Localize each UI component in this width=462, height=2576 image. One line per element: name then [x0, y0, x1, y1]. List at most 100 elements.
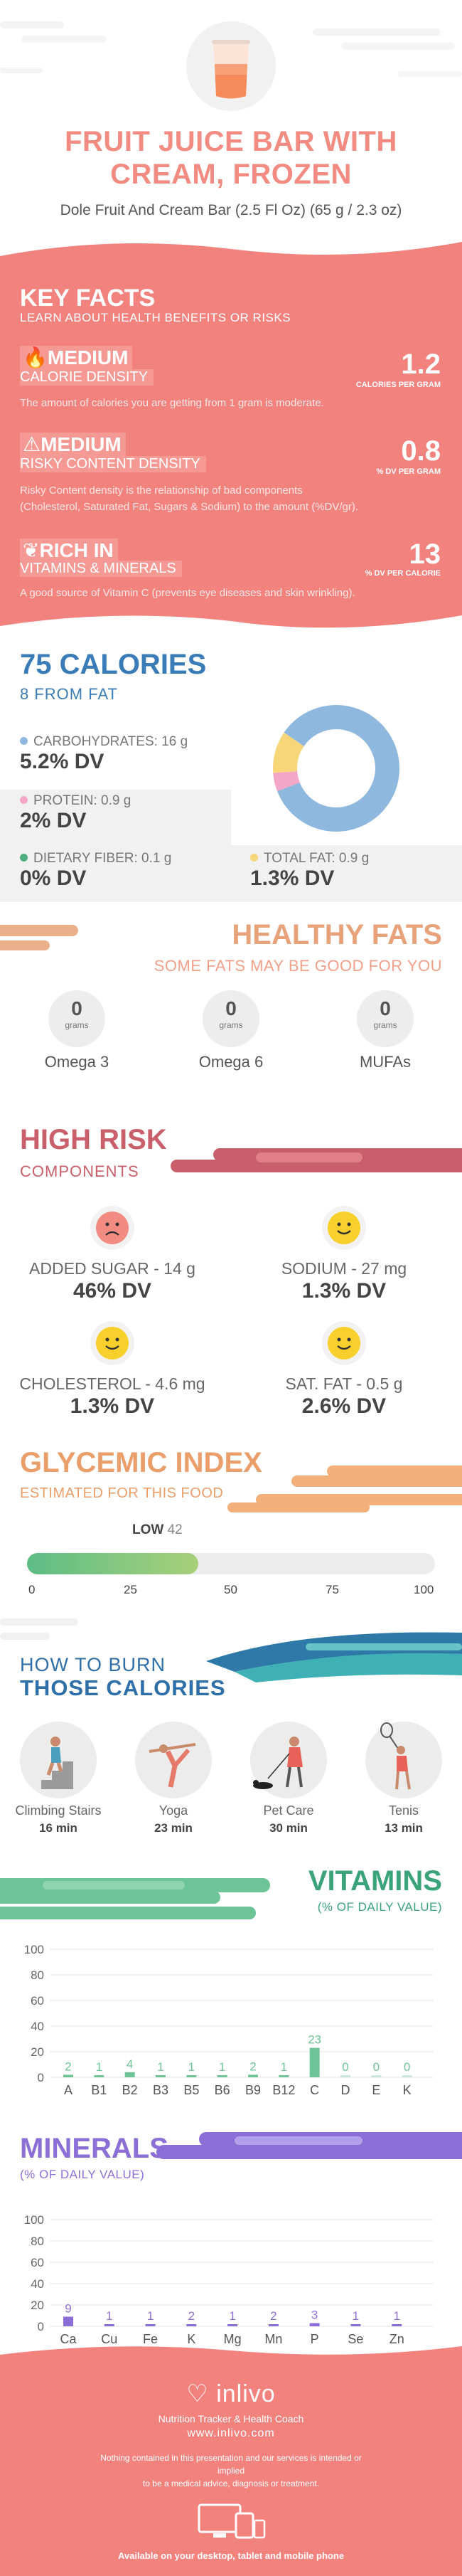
minerals-ytick-label: 20: [31, 2299, 44, 2312]
heart-icon: ♡: [186, 2380, 209, 2407]
glycemic-reading: LOW 42: [132, 1522, 183, 1537]
gi-tick-75: 75: [326, 1583, 339, 1596]
mufas-label: MUFAs: [359, 1053, 412, 1071]
calorie-density-unit: CALORIES PER GRAM: [355, 381, 441, 389]
donut-slice-carbohydrates: [277, 705, 399, 832]
healthy-fats-decoration: [0, 925, 78, 950]
key-facts-wave-top: [0, 242, 462, 263]
smile-face-icon: [90, 1321, 134, 1365]
glycemic-scale-bar: [27, 1553, 435, 1574]
vitamins-category-label: C: [310, 2083, 319, 2097]
minerals-category-label: Mg: [224, 2332, 242, 2346]
fat-dot: [250, 854, 258, 862]
minerals-value-label: 1: [147, 2309, 154, 2323]
activity-petcare-name: Pet Care: [263, 1803, 314, 1818]
vitamins-subtitle: (% OF DAILY VALUE): [317, 1900, 442, 1914]
vitamins-ytick-label: 20: [31, 2045, 44, 2059]
minerals-category-label: Mn: [264, 2332, 282, 2346]
minerals-bar-cu: [104, 2324, 114, 2326]
minerals-bar-zn: [392, 2324, 402, 2326]
minerals-ytick-label: 0: [38, 2320, 44, 2333]
risky-content-value: 0.8: [401, 435, 441, 467]
sad-face-icon: [90, 1206, 134, 1250]
activity-stairs-name: Climbing Stairs: [15, 1803, 102, 1818]
minerals-ytick-label: 80: [31, 2235, 44, 2248]
omega3-label: Omega 3: [44, 1053, 109, 1071]
activity-tennis-time: 13 min: [385, 1821, 423, 1835]
brand-logo[interactable]: ♡ inlivo: [186, 2380, 276, 2407]
omega6-circle: 0 grams: [203, 990, 259, 1047]
donut-slice-protein: [273, 770, 300, 792]
calories-donut-chart: [273, 705, 399, 832]
warning-icon: ⚠: [23, 433, 41, 455]
calorie-density-value: 1.2: [401, 349, 441, 380]
total-fat-item: TOTAL FAT: 0.9 g 1.3% DV: [250, 851, 370, 890]
gi-tick-50: 50: [224, 1583, 237, 1596]
minerals-bar-mn: [268, 2324, 279, 2326]
minerals-category-label: Ca: [60, 2332, 77, 2346]
vitamins-category-label: A: [64, 2083, 72, 2097]
minerals-value-label: 1: [393, 2309, 399, 2323]
calorie-density-name: CALORIE DENSITY: [20, 369, 154, 386]
vitamins-decoration: [0, 1878, 270, 1919]
vitamins-value-label: 2: [249, 2060, 256, 2073]
vitamins-ytick-label: 40: [31, 2020, 44, 2033]
vitamins-bar-b5: [186, 2075, 197, 2077]
minerals-bar-se: [350, 2324, 361, 2326]
burn-decoration: [0, 1618, 462, 1682]
vitamins-bar-d: [340, 2075, 350, 2077]
dog-walker-icon: [250, 1722, 327, 1798]
protein-dot: [20, 796, 28, 804]
fiber-fat-band: [0, 845, 462, 902]
vitamins-category-label: B3: [153, 2083, 168, 2097]
carbohydrates-item: CARBOHYDRATES: 16 g 5.2% DV: [20, 734, 188, 773]
availability-note: Available on your desktop, tablet and mo…: [117, 2550, 345, 2561]
vitamins-ytick-label: 80: [31, 1968, 44, 1982]
added-sugar-dv: 46% DV: [72, 1279, 152, 1303]
mufas-circle: 0 grams: [357, 990, 414, 1047]
minerals-ytick-label: 60: [31, 2256, 44, 2269]
vitamins-title: VITAMINS: [308, 1865, 442, 1897]
vitamins-bar-e: [371, 2075, 382, 2077]
vitamins-category-label: B9: [245, 2083, 261, 2097]
risky-content-level: ⚠MEDIUM: [20, 433, 126, 456]
yoga-icon: [135, 1722, 212, 1798]
vitamins-value-label: 23: [308, 2033, 321, 2047]
minerals-bar-k: [186, 2324, 197, 2326]
minerals-bar-mg: [227, 2324, 238, 2326]
sodium-dv: 1.3% DV: [301, 1279, 387, 1303]
minerals-value-label: 1: [353, 2309, 359, 2323]
key-facts-wave-bottom: [0, 608, 462, 628]
burn-title-line1: HOW TO BURN: [20, 1654, 166, 1675]
activity-tennis-name: Tenis: [388, 1803, 419, 1818]
activity-yoga-name: Yoga: [159, 1803, 188, 1818]
vitamins-value-label: 1: [188, 2060, 195, 2074]
vitamins-bar-a: [63, 2074, 73, 2077]
stairs-climber-icon: [20, 1722, 97, 1798]
protein-band: [0, 790, 231, 849]
calories-from-fat: 8 FROM FAT: [20, 685, 118, 703]
vitamins-category-label: B5: [183, 2083, 199, 2097]
vitamins-bar-b1: [94, 2075, 104, 2077]
glycemic-title: GLYCEMIC INDEX: [20, 1447, 262, 1478]
high-risk-decoration: [171, 1148, 462, 1172]
vitamins-category-label: D: [341, 2083, 350, 2097]
vitamins-bar-chart: 0 20 40 60 80 100 2 A 1 B1 4 B2 1 B3 1 B5 1 B6 2 B9 1 B12 23 C 0…: [24, 1943, 434, 2097]
vitamins-bar-b2: [124, 2072, 135, 2077]
minerals-value-label: 2: [188, 2309, 195, 2323]
risky-content-name: RISKY CONTENT DENSITY: [20, 456, 206, 472]
healthy-fats-subtitle: SOME FATS MAY BE GOOD FOR YOU: [154, 957, 442, 975]
glycemic-decoration: [227, 1465, 462, 1512]
brand-tagline: Nutrition Tracker & Health Coach: [158, 2413, 304, 2424]
footer-wave: [0, 2346, 462, 2362]
header-decoration: [0, 21, 462, 77]
vitamins-category-label: B1: [91, 2083, 107, 2097]
minerals-value-label: 2: [270, 2309, 276, 2323]
calorie-density-description: The amount of calories you are getting f…: [20, 397, 324, 409]
vitamins-value-label: 2: [65, 2060, 71, 2073]
vitamins-value-label: 1: [96, 2060, 102, 2074]
glycemic-scale-fill: [27, 1553, 199, 1574]
brand-url-link[interactable]: www.inlivo.com: [187, 2427, 275, 2439]
omega6-label: Omega 6: [198, 1053, 264, 1071]
vitamins-value-label: 1: [219, 2060, 225, 2074]
